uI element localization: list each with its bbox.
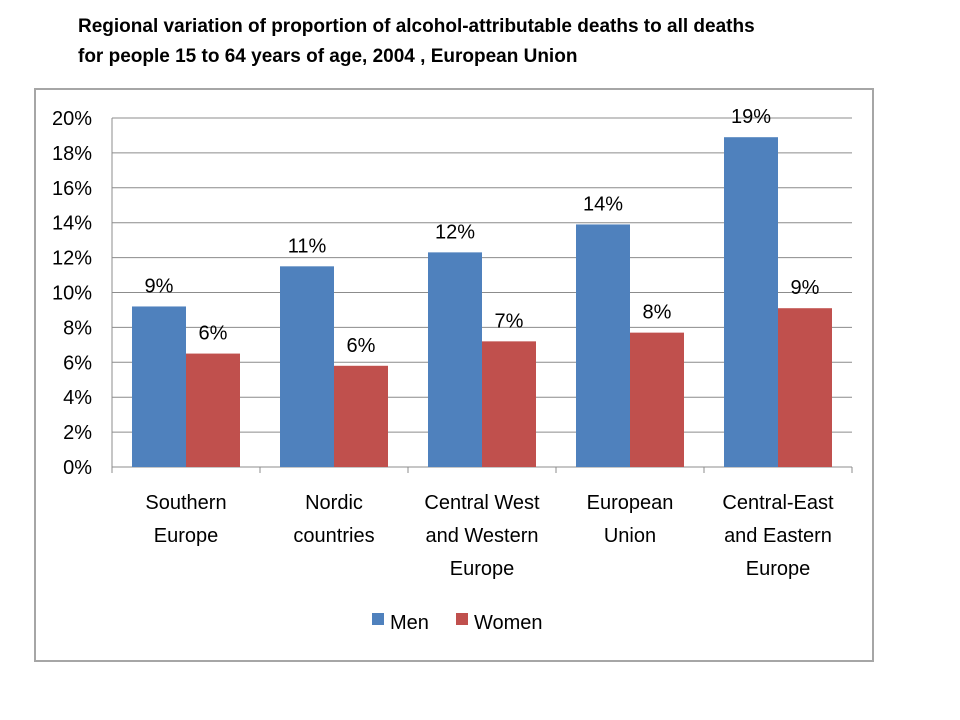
category-label: and Eastern xyxy=(724,525,832,547)
y-tick-label: 12% xyxy=(52,248,92,270)
y-tick-label: 18% xyxy=(52,143,92,165)
category-label: Central West xyxy=(424,492,540,514)
y-tick-label: 10% xyxy=(52,283,92,305)
legend-label-men: Men xyxy=(390,612,429,634)
y-tick-label: 4% xyxy=(63,387,92,409)
bar-women xyxy=(186,353,240,467)
y-tick-label: 6% xyxy=(63,352,92,374)
bar-women xyxy=(778,308,832,467)
chart-title-line-1: Regional variation of proportion of alco… xyxy=(78,16,755,37)
data-label: 7% xyxy=(495,310,524,332)
bar-women xyxy=(334,365,388,467)
legend-label-women: Women xyxy=(474,612,543,634)
data-label: 8% xyxy=(643,302,672,324)
y-tick-label: 0% xyxy=(63,457,92,479)
data-label: 11% xyxy=(288,235,327,257)
category-label: Nordic xyxy=(305,492,363,514)
bar-men xyxy=(132,306,186,467)
data-label: 6% xyxy=(199,323,228,345)
bar-men xyxy=(280,266,334,467)
category-label: Union xyxy=(604,525,656,547)
bar-men xyxy=(724,137,778,467)
data-label: 14% xyxy=(583,193,623,215)
category-label: Europe xyxy=(154,525,219,547)
category-label: Europe xyxy=(450,558,515,580)
chart-title-line-2: for people 15 to 64 years of age, 2004 ,… xyxy=(78,46,578,67)
chart-title: Regional variation of proportion of alco… xyxy=(78,12,938,72)
legend-swatch-women xyxy=(456,613,468,625)
y-tick-label: 2% xyxy=(63,422,92,444)
bar-men xyxy=(428,252,482,467)
data-label: 9% xyxy=(145,275,174,297)
bar-men xyxy=(576,224,630,467)
category-label: Central-East xyxy=(722,492,834,514)
data-label: 6% xyxy=(347,335,376,357)
category-label: Southern xyxy=(145,492,226,514)
y-tick-label: 8% xyxy=(63,317,92,339)
legend-swatch-men xyxy=(372,613,384,625)
category-label: European xyxy=(587,492,674,514)
data-label: 9% xyxy=(791,277,820,299)
y-tick-label: 14% xyxy=(52,213,92,235)
category-label: Europe xyxy=(746,558,811,580)
data-label: 12% xyxy=(435,221,475,243)
category-label: and Western xyxy=(425,525,538,547)
y-tick-label: 16% xyxy=(52,178,92,200)
category-label: countries xyxy=(293,525,374,547)
data-label: 19% xyxy=(731,106,771,128)
bar-women xyxy=(482,341,536,467)
y-tick-label: 20% xyxy=(52,108,92,130)
bar-women xyxy=(630,332,684,467)
